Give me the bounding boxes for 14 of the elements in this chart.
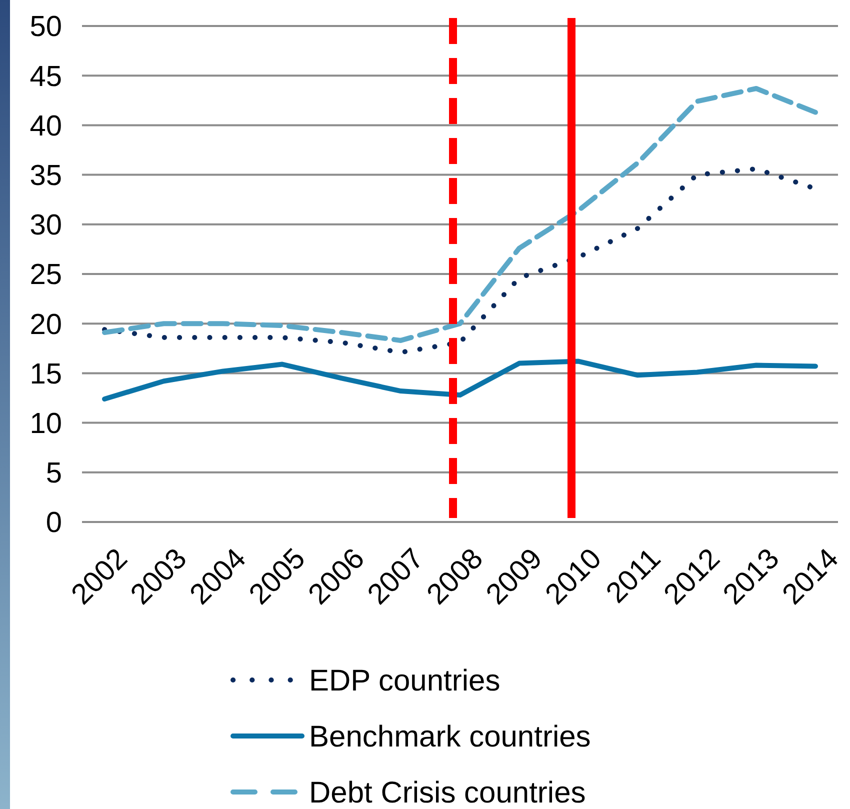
y-tick-label: 15	[30, 358, 62, 390]
y-tick-label: 25	[30, 259, 62, 292]
y-tick-label: 10	[30, 408, 62, 440]
y-tick-label: 30	[30, 210, 62, 242]
legend-label: EDP countries	[309, 664, 500, 698]
y-tick-label: 45	[30, 60, 62, 93]
y-tick-label: 50	[30, 11, 62, 44]
y-tick-label: 40	[30, 110, 62, 142]
y-tick-label: 5	[46, 458, 62, 490]
y-tick-label: 20	[30, 308, 62, 341]
y-tick-label: 0	[46, 507, 62, 540]
legend-label: Debt Crisis countries	[309, 776, 586, 809]
y-tick-label: 35	[30, 160, 62, 192]
legend-label: Benchmark countries	[309, 720, 591, 754]
